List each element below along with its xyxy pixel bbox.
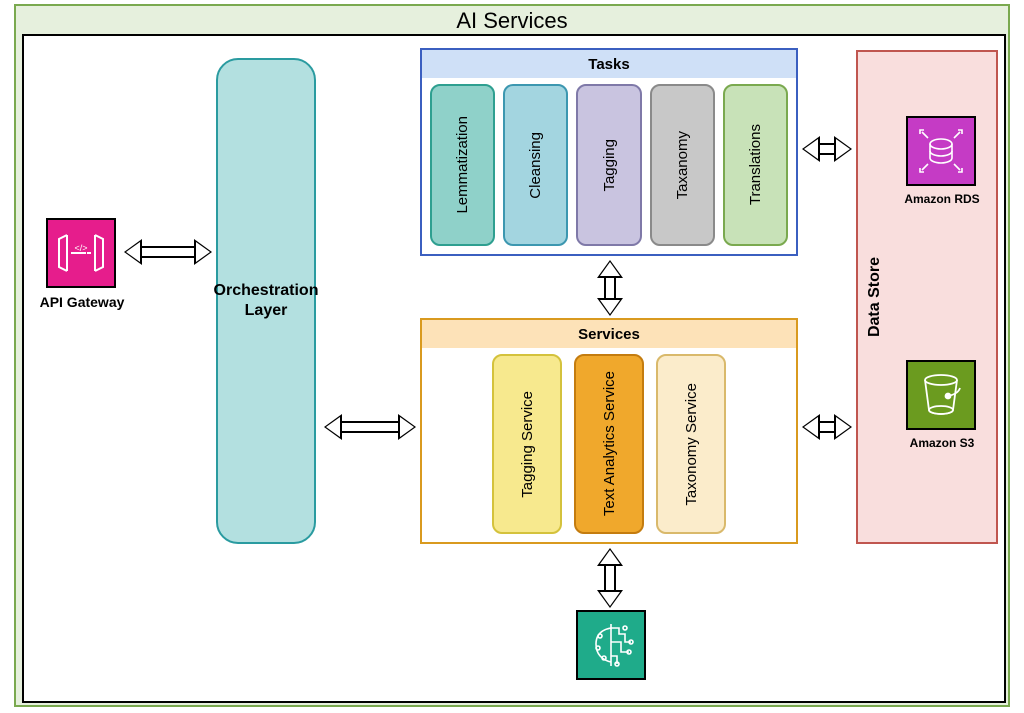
service-taxonomy: Taxonomy Service: [656, 354, 726, 534]
sagemaker-icon: [576, 610, 646, 680]
inner-canvas: </> API Gateway Orchestration Layer Task…: [22, 34, 1006, 703]
amazon-rds-icon: [906, 116, 976, 186]
task-taxanomy: Taxanomy: [650, 84, 715, 246]
data-store-title-wrap: Data Store: [864, 52, 886, 542]
api-gateway-label: API Gateway: [36, 294, 128, 310]
tasks-panel: Tasks Lemmatization Cleansing Tagging Ta…: [420, 48, 798, 256]
task-lemmatization: Lemmatization: [430, 84, 495, 246]
ai-services-container: AI Services </> API Gateway: [14, 4, 1010, 707]
services-title: Services: [422, 320, 796, 348]
orchestration-label: Orchestration Layer: [214, 281, 319, 321]
services-panel: Services Tagging Service Text Analytics …: [420, 318, 798, 544]
service-text-analytics: Text Analytics Service: [574, 354, 644, 534]
amazon-s3-label: Amazon S3: [894, 436, 990, 450]
amazon-s3-icon: [906, 360, 976, 430]
ai-services-title: AI Services: [16, 8, 1008, 34]
data-store-panel: Data Store Amazon RDS: [856, 50, 998, 544]
service-tagging: Tagging Service: [492, 354, 562, 534]
tasks-title: Tasks: [422, 50, 796, 78]
data-store-title: Data Store: [866, 257, 884, 337]
task-cleansing: Cleansing: [503, 84, 568, 246]
orchestration-layer: Orchestration Layer: [216, 58, 316, 544]
amazon-rds-label: Amazon RDS: [894, 192, 990, 206]
task-tagging: Tagging: [576, 84, 641, 246]
api-gateway-icon: </>: [46, 218, 116, 288]
svg-text:</>: </>: [74, 243, 87, 253]
task-translations: Translations: [723, 84, 788, 246]
